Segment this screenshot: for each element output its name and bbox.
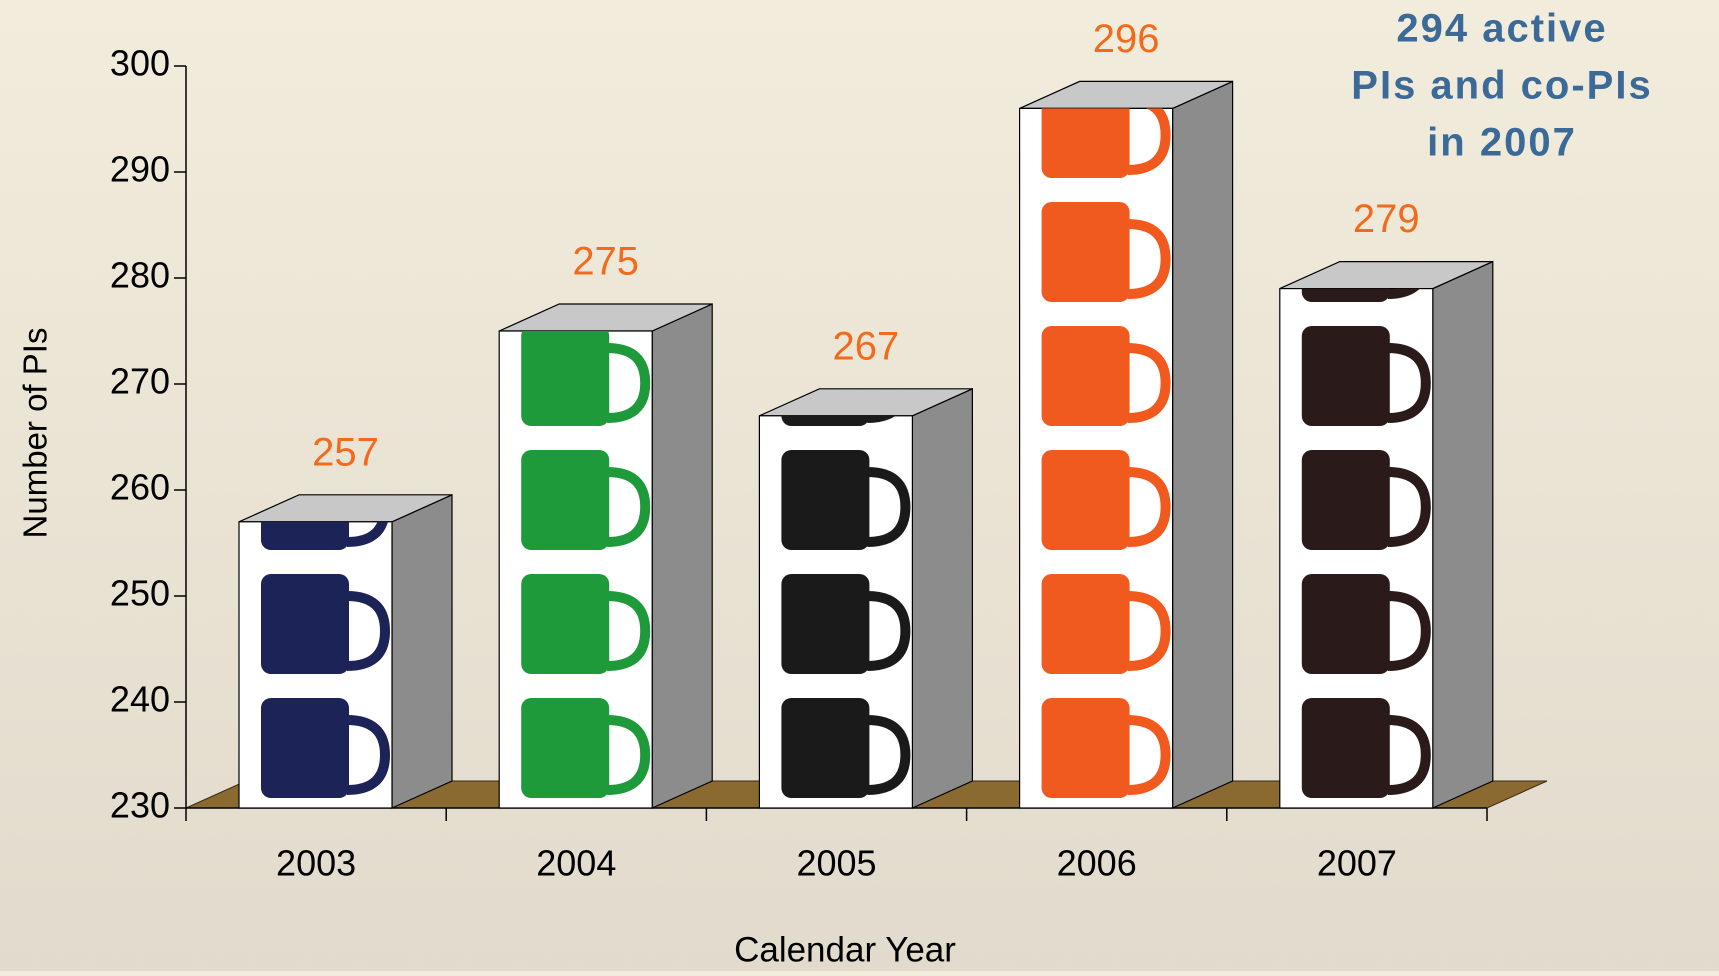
mug-body [1042, 574, 1130, 674]
bar-side [1173, 81, 1233, 808]
mug-body [1302, 326, 1390, 426]
bar-side [1433, 262, 1493, 808]
annotation: in 2007 [1427, 121, 1577, 165]
bar-side [912, 389, 972, 808]
value-label: 257 [312, 430, 379, 474]
mug-body [261, 574, 349, 674]
y-tick-label: 240 [110, 679, 170, 720]
mug-body [1042, 698, 1130, 798]
page: {"chart_data": {"type": "bar3d", "catego… [0, 0, 1719, 971]
mug-body [521, 698, 609, 798]
mug-body [521, 574, 609, 674]
y-axis-title: Number of PIs [17, 328, 54, 539]
mug-body [521, 326, 609, 426]
y-tick-label: 270 [110, 361, 170, 402]
x-tick-label: 2004 [536, 843, 616, 884]
mug-body [781, 450, 869, 550]
y-tick-label: 260 [110, 467, 170, 508]
y-tick-label: 280 [110, 255, 170, 296]
y-tick-label: 250 [110, 573, 170, 614]
x-tick-label: 2006 [1057, 843, 1137, 884]
mug-body [1042, 450, 1130, 550]
x-tick-label: 2007 [1317, 843, 1397, 884]
value-label: 296 [1093, 17, 1160, 61]
mug-handle [867, 224, 905, 294]
mug-body [1302, 574, 1390, 674]
y-tick-label: 290 [110, 149, 170, 190]
mug-body [261, 326, 349, 426]
y-tick-label: 230 [110, 785, 170, 826]
mug-body [1042, 326, 1130, 426]
mug-body [1042, 202, 1130, 302]
bar-side [652, 304, 712, 808]
bar-side [392, 495, 452, 808]
annotation: PIs and co-PIs [1351, 64, 1652, 108]
mug-body [521, 450, 609, 550]
value-label: 267 [833, 324, 900, 368]
mug-body [1302, 698, 1390, 798]
chart: Number of PIs Calendar Year 230 240 250 260… [0, 0, 1719, 971]
mug-handle [1388, 100, 1426, 170]
mug-body [1302, 450, 1390, 550]
mug-handle [347, 348, 385, 418]
value-label: 275 [572, 240, 639, 284]
x-tick-label: 2003 [276, 843, 356, 884]
x-tick-label: 2005 [796, 843, 876, 884]
y-tick-label: 300 [110, 43, 170, 84]
mug-body [261, 698, 349, 798]
x-axis-title: Calendar Year [734, 930, 956, 969]
mug-body [781, 574, 869, 674]
value-label: 279 [1353, 197, 1420, 241]
mug-body [781, 698, 869, 798]
annotation: 294 active [1396, 7, 1607, 51]
mug-body [781, 202, 869, 302]
